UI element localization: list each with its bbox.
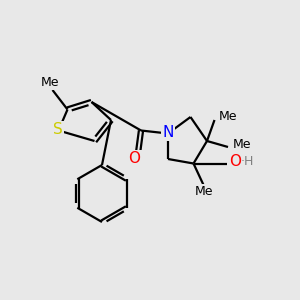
Text: N: N — [162, 125, 174, 140]
Text: Me: Me — [232, 138, 251, 152]
Text: Me: Me — [195, 185, 213, 198]
Text: Me: Me — [219, 110, 238, 124]
Text: ·H: ·H — [241, 154, 254, 168]
Text: O: O — [128, 151, 140, 166]
Text: Me: Me — [41, 76, 59, 89]
Text: O: O — [229, 154, 241, 169]
Text: S: S — [53, 122, 63, 137]
